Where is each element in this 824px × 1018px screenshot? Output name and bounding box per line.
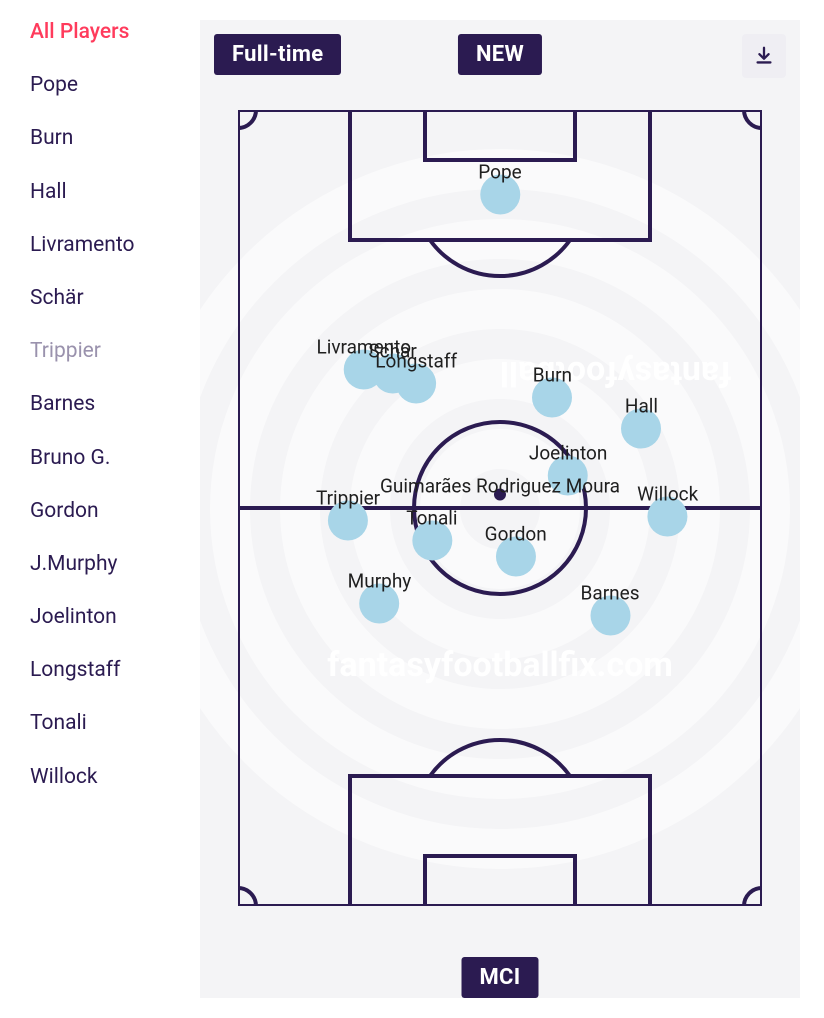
player-label: Tonali	[406, 506, 457, 529]
sidebar-item-hall[interactable]: Hall	[30, 180, 200, 205]
player-label: Guimarães Rodriguez Moura	[380, 475, 620, 498]
team-top-badge: NEW	[458, 34, 542, 75]
player-gordon[interactable]: Gordon	[485, 536, 547, 599]
download-icon	[753, 45, 775, 67]
sidebar-item-gordon[interactable]: Gordon	[30, 499, 200, 524]
sidebar-item-sch-r[interactable]: Schär	[30, 286, 200, 311]
sidebar-item-livramento[interactable]: Livramento	[30, 233, 200, 258]
sidebar-item-willock[interactable]: Willock	[30, 765, 200, 790]
player-hall[interactable]: Hall	[621, 409, 661, 472]
player-longstaff[interactable]: Longstaff	[375, 363, 457, 426]
player-murphy[interactable]: Murphy	[348, 584, 412, 647]
player-trippier[interactable]: Trippier	[316, 500, 380, 563]
time-badge: Full-time	[214, 34, 341, 75]
sidebar-item-joelinton[interactable]: Joelinton	[30, 605, 200, 630]
player-tonali[interactable]: Tonali	[406, 520, 457, 583]
player-pope[interactable]: Pope	[478, 174, 521, 237]
player-label: Pope	[478, 160, 521, 183]
pitch: PopeLivramentoSchärLongstaffBurnHallJoel…	[238, 110, 762, 906]
player-label: Longstaff	[375, 349, 457, 372]
sidebar-item-trippier[interactable]: Trippier	[30, 339, 200, 364]
download-button[interactable]	[742, 34, 786, 78]
player-burn[interactable]: Burn	[532, 377, 572, 440]
sidebar-item-pope[interactable]: Pope	[30, 73, 200, 98]
player-label: Murphy	[348, 570, 412, 593]
sidebar-item-barnes[interactable]: Barnes	[30, 392, 200, 417]
sidebar-item-j-murphy[interactable]: J.Murphy	[30, 552, 200, 577]
player-label: Trippier	[316, 486, 380, 509]
team-bottom-badge: MCI	[462, 957, 539, 998]
sidebar-item-burn[interactable]: Burn	[30, 126, 200, 151]
sidebar-item-longstaff[interactable]: Longstaff	[30, 658, 200, 683]
players-layer: PopeLivramentoSchärLongstaffBurnHallJoel…	[238, 110, 762, 906]
player-label: Gordon	[485, 522, 547, 545]
player-label: Hall	[625, 395, 658, 418]
player-willock[interactable]: Willock	[637, 496, 698, 559]
player-label: Joelinton	[529, 442, 608, 465]
player-barnes[interactable]: Barnes	[581, 596, 640, 659]
player-label: Barnes	[581, 582, 640, 605]
player-label: Burn	[533, 363, 572, 386]
pitch-container: fantasyfootball fantasyfootballfix.com F…	[200, 20, 800, 998]
sidebar-item-tonali[interactable]: Tonali	[30, 711, 200, 736]
app-root: All Players Pope Burn Hall Livramento Schär Tr…	[0, 0, 824, 1018]
sidebar-item-bruno-g-[interactable]: Bruno G.	[30, 446, 200, 471]
main-area: fantasyfootball fantasyfootballfix.com F…	[200, 0, 824, 1018]
sidebar-item-all-players[interactable]: All Players	[30, 20, 200, 45]
player-label: Willock	[637, 482, 698, 505]
player-sidebar: All Players Pope Burn Hall Livramento Schär Tr…	[0, 0, 200, 1018]
